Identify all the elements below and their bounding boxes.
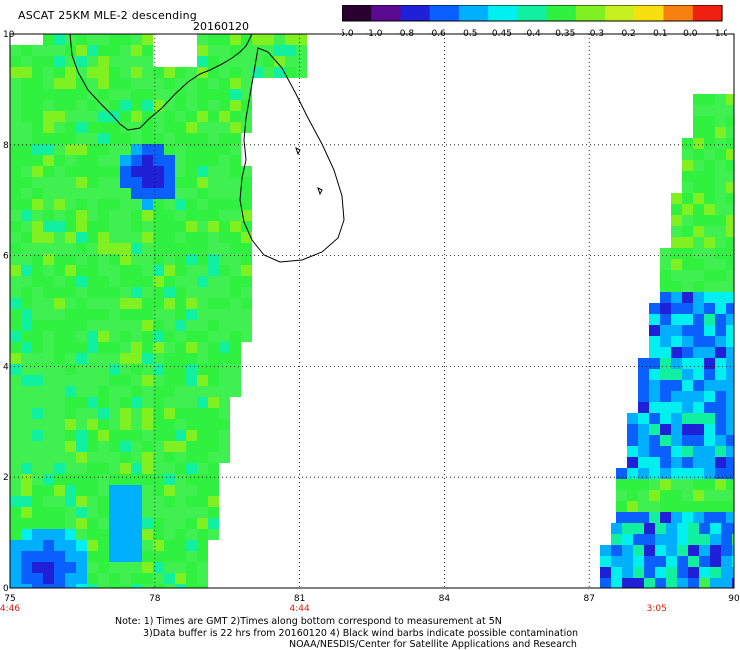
colorbar-segment bbox=[546, 5, 577, 21]
axis-tick-labels: 75 78 81 84 87 90 0 2 4 6 8 10 4:46 4:44 3:05 bbox=[0, 30, 740, 614]
pass-time-label: 4:46 bbox=[0, 604, 20, 614]
colorbar-segment bbox=[517, 5, 548, 21]
lat-tick-label: 0 bbox=[3, 584, 9, 594]
satellite-swath-map: 75 78 81 84 87 90 0 2 4 6 8 10 4:46 4:44 3:05 bbox=[0, 30, 740, 614]
colorbar-segment bbox=[663, 5, 694, 21]
india-coastline bbox=[69, 34, 253, 131]
sri-lanka-island bbox=[239, 47, 345, 263]
pass-time-label: 3:05 bbox=[647, 604, 667, 614]
pass-time-label: 4:44 bbox=[289, 604, 309, 614]
lat-tick-label: 10 bbox=[3, 30, 15, 40]
lat-tick-label: 8 bbox=[3, 141, 9, 151]
colorbar-segment bbox=[371, 5, 401, 21]
colorbar-segment bbox=[634, 5, 665, 21]
sri-lanka-coastline bbox=[69, 34, 345, 263]
plot-frame bbox=[9, 33, 735, 589]
swath-west bbox=[10, 34, 307, 588]
lon-tick-label: 81 bbox=[294, 594, 305, 604]
note-line-2: 3)Data buffer is 22 hrs from 20160120 4)… bbox=[143, 628, 579, 639]
colorbar-segment bbox=[605, 5, 635, 21]
lon-tick-label: 84 bbox=[439, 594, 451, 604]
note-line-3: NOAA/NESDIS/Center for Satellite Applica… bbox=[289, 639, 577, 650]
lat-tick-label: 6 bbox=[3, 252, 9, 262]
colorbar-segment bbox=[692, 5, 723, 21]
note-line-1: Note: 1) Times are GMT 2)Times along bot… bbox=[115, 616, 502, 627]
swath-east bbox=[600, 94, 734, 588]
lon-tick-label: 78 bbox=[149, 594, 161, 604]
product-date: 20160120 bbox=[193, 20, 249, 33]
lat-tick-label: 2 bbox=[3, 473, 9, 483]
colorbar-segment bbox=[575, 5, 606, 21]
colorbar-segment bbox=[488, 5, 518, 21]
lat-tick-label: 4 bbox=[3, 362, 9, 372]
colorbar-segment bbox=[458, 5, 489, 21]
lon-tick-label: 90 bbox=[728, 594, 740, 604]
lon-tick-label: 75 bbox=[4, 594, 15, 604]
colorbar-segment bbox=[400, 5, 431, 21]
product-title: ASCAT 25KM MLE-2 descending bbox=[18, 9, 197, 22]
islet-2 bbox=[317, 187, 323, 196]
islet-1 bbox=[295, 147, 301, 156]
colorbar-segment bbox=[429, 5, 460, 21]
colorbar-segment bbox=[342, 5, 372, 21]
lon-tick-label: 87 bbox=[583, 594, 594, 604]
lat-lon-grid bbox=[10, 34, 734, 588]
